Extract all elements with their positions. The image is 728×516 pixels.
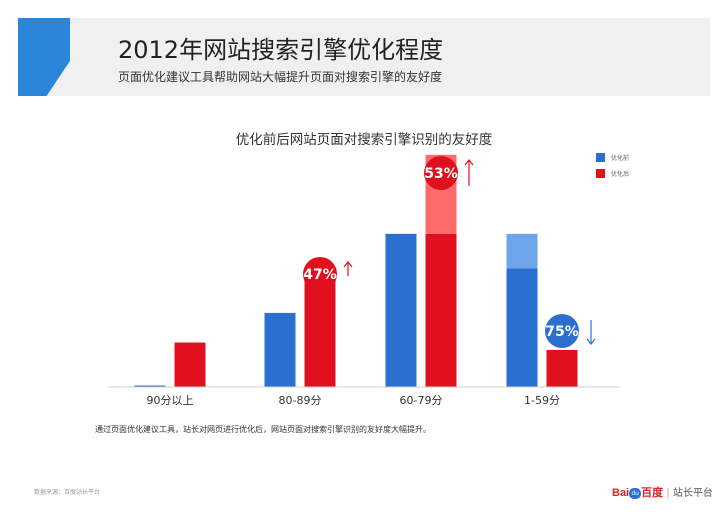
legend: 优化前 优化后 xyxy=(596,153,629,178)
legend-swatch-after xyxy=(596,169,605,178)
header-band xyxy=(18,18,710,96)
bar-before-0 xyxy=(134,385,166,387)
change-badge-1 xyxy=(424,156,458,190)
baidu-brand: Bai du 百度 | 站长平台 xyxy=(612,484,713,500)
change-badge-label: 47% xyxy=(303,267,337,283)
bar-after-2 xyxy=(425,233,457,387)
arrow-head-icon xyxy=(343,261,353,268)
change-badge-label: 75% xyxy=(545,324,579,340)
x-tick-label: 60-79分 xyxy=(400,394,443,407)
page-title: 2012年网站搜索引擎优化程度 xyxy=(118,36,444,64)
x-tick-label: 80-89分 xyxy=(279,394,322,407)
arrow-head-icon xyxy=(586,338,596,345)
change-badge-0 xyxy=(303,257,337,291)
brand-platform: 站长平台 xyxy=(672,488,713,499)
x-tick-label: 90分以上 xyxy=(147,394,194,407)
change-badge-label: 53% xyxy=(424,166,458,182)
paw-icon: du xyxy=(629,488,642,499)
footnote: 通过页面优化建议工具，站长对网页进行优化后，网站页面对搜索引擎识别的友好度大幅提… xyxy=(95,425,431,434)
bar-after-1 xyxy=(304,278,336,387)
brand-baidu-cn: 百度 xyxy=(641,486,664,499)
arrow-head-icon xyxy=(464,159,474,166)
bar-before-1 xyxy=(264,312,296,387)
x-tick-label: 1-59分 xyxy=(524,394,560,407)
legend-label-after: 优化后 xyxy=(611,170,629,178)
bar-after-0 xyxy=(174,342,206,387)
page-subtitle: 页面优化建议工具帮助网站大幅提升页面对搜索引擎的友好度 xyxy=(118,70,443,84)
bar-before-3 xyxy=(506,268,538,387)
brand-separator: | xyxy=(666,486,670,499)
brand-bai: Bai xyxy=(612,487,630,499)
legend-label-before: 优化前 xyxy=(611,154,629,162)
change-badge-2 xyxy=(545,314,579,348)
bar-after-3 xyxy=(546,349,578,387)
bar-before-2 xyxy=(385,233,417,387)
legend-swatch-before xyxy=(596,153,605,162)
data-source: 数据来源：百度站长平台 xyxy=(34,489,101,496)
bar-change-segment-2 xyxy=(506,233,538,269)
chart-title: 优化前后网站页面对搜索引擎识别的友好度 xyxy=(235,132,493,148)
